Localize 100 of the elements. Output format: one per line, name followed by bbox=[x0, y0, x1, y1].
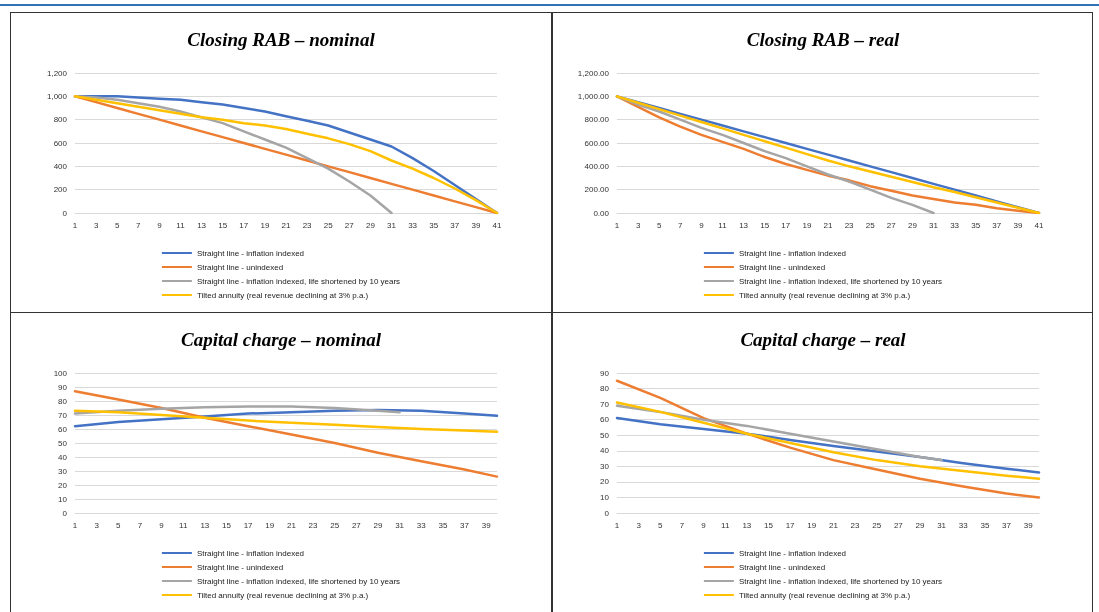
x-tick-label: 27 bbox=[886, 220, 896, 230]
line-series bbox=[615, 401, 1040, 481]
x-tick-label: 9 bbox=[159, 520, 165, 530]
line-series bbox=[73, 389, 499, 478]
x-tick-label: 11 bbox=[717, 220, 727, 230]
x-tick-label: 7 bbox=[137, 520, 143, 530]
x-tick-label: 17 bbox=[780, 220, 791, 230]
y-tick-label: 90 bbox=[599, 368, 610, 378]
x-tick-label: 3 bbox=[635, 220, 641, 230]
x-tick-label: 17 bbox=[243, 520, 254, 530]
x-tick-label: 23 bbox=[850, 520, 860, 530]
x-tick-label: 39 bbox=[471, 220, 481, 230]
x-tick-label: 1 bbox=[614, 520, 620, 530]
x-tick-label: 11 bbox=[720, 520, 730, 530]
legend-label: Straight line - unindexed bbox=[196, 262, 284, 272]
y-tick-label: 90 bbox=[58, 382, 68, 392]
x-tick-label: 33 bbox=[416, 520, 427, 530]
legend-label: Tilted annuity (real revenue declining at 3% p.a.) bbox=[196, 290, 369, 300]
x-tick-label: 21 bbox=[281, 220, 291, 230]
x-tick-label: 3 bbox=[635, 520, 641, 530]
y-tick-label: 10 bbox=[599, 492, 610, 502]
y-tick-label: 0 bbox=[62, 508, 68, 518]
x-tick-label: 7 bbox=[677, 220, 683, 230]
y-tick-label: 40 bbox=[599, 446, 610, 456]
legend-label: Tilted annuity (real revenue declining at 3% p.a.) bbox=[196, 590, 369, 600]
y-tick-label: 60 bbox=[599, 415, 610, 425]
x-tick-label: 41 bbox=[492, 220, 502, 230]
x-tick-label: 19 bbox=[260, 220, 270, 230]
y-tick-label: 200 bbox=[53, 185, 68, 195]
x-tick-label: 23 bbox=[308, 520, 319, 530]
y-tick-label: 0 bbox=[604, 508, 610, 518]
legend-label: Straight line - inflation indexed, life shortened by 10 years bbox=[738, 576, 942, 586]
x-tick-label: 5 bbox=[116, 520, 122, 530]
y-tick-label: 1,200 bbox=[46, 68, 68, 78]
x-tick-label: 29 bbox=[915, 520, 925, 530]
chart-title: Capital charge – nominal bbox=[180, 329, 382, 350]
x-tick-label: 1 bbox=[614, 220, 620, 230]
x-tick-label: 21 bbox=[286, 520, 297, 530]
x-tick-label: 33 bbox=[408, 220, 418, 230]
legend-label: Straight line - inflation indexed bbox=[738, 248, 846, 258]
x-tick-label: 7 bbox=[136, 220, 142, 230]
x-tick-label: 19 bbox=[801, 220, 812, 230]
x-tick-label: 39 bbox=[481, 520, 492, 530]
x-tick-label: 29 bbox=[907, 220, 917, 230]
y-tick-label: 800.00 bbox=[584, 115, 610, 125]
x-tick-label: 35 bbox=[970, 220, 981, 230]
x-tick-label: 41 bbox=[1034, 220, 1044, 230]
x-tick-label: 37 bbox=[450, 220, 460, 230]
y-tick-label: 70 bbox=[599, 399, 610, 409]
y-tick-label: 50 bbox=[599, 430, 610, 440]
x-tick-label: 29 bbox=[365, 220, 376, 230]
legend-label: Straight line - inflation indexed, life shortened by 10 years bbox=[738, 276, 942, 286]
legend-label: Straight line - inflation indexed, life shortened by 10 years bbox=[196, 576, 401, 586]
y-tick-label: 600.00 bbox=[584, 138, 610, 148]
legend-label: Straight line - inflation indexed bbox=[196, 248, 305, 258]
x-tick-label: 37 bbox=[460, 520, 470, 530]
x-tick-label: 25 bbox=[871, 520, 882, 530]
y-tick-label: 30 bbox=[599, 461, 610, 471]
x-tick-label: 5 bbox=[656, 220, 662, 230]
x-tick-label: 19 bbox=[265, 520, 275, 530]
x-tick-label: 1 bbox=[72, 220, 78, 230]
y-tick-label: 400 bbox=[53, 161, 68, 171]
x-tick-label: 39 bbox=[1012, 220, 1023, 230]
y-tick-label: 10 bbox=[58, 494, 68, 504]
x-tick-label: 35 bbox=[429, 220, 439, 230]
chart-title: Closing RAB – real bbox=[746, 29, 900, 50]
x-tick-label: 31 bbox=[387, 220, 397, 230]
x-tick-label: 5 bbox=[657, 520, 663, 530]
x-tick-label: 25 bbox=[865, 220, 875, 230]
x-tick-label: 33 bbox=[949, 220, 960, 230]
x-tick-label: 15 bbox=[759, 220, 770, 230]
y-tick-label: 0.00 bbox=[592, 208, 610, 218]
x-tick-label: 11 bbox=[179, 520, 188, 530]
y-tick-label: 20 bbox=[599, 477, 610, 487]
y-tick-label: 50 bbox=[58, 438, 68, 448]
x-tick-label: 15 bbox=[218, 220, 228, 230]
x-tick-label: 15 bbox=[222, 520, 232, 530]
x-tick-label: 37 bbox=[1001, 520, 1012, 530]
x-tick-label: 9 bbox=[700, 520, 706, 530]
line-series bbox=[615, 379, 1040, 499]
x-tick-label: 35 bbox=[979, 520, 990, 530]
y-tick-label: 80 bbox=[599, 384, 610, 394]
x-tick-label: 37 bbox=[991, 220, 1002, 230]
x-tick-label: 25 bbox=[330, 520, 340, 530]
x-tick-label: 13 bbox=[197, 220, 207, 230]
x-tick-label: 31 bbox=[936, 520, 947, 530]
y-tick-label: 1,000.00 bbox=[577, 91, 610, 101]
x-tick-label: 31 bbox=[928, 220, 938, 230]
y-tick-label: 40 bbox=[58, 452, 68, 462]
y-tick-label: 60 bbox=[58, 424, 68, 434]
x-tick-label: 5 bbox=[114, 220, 120, 230]
x-tick-label: 31 bbox=[395, 520, 405, 530]
y-tick-label: 200.00 bbox=[584, 185, 610, 195]
x-tick-label: 7 bbox=[679, 520, 685, 530]
x-tick-label: 1 bbox=[72, 520, 78, 530]
x-tick-label: 13 bbox=[741, 520, 752, 530]
y-tick-label: 100 bbox=[53, 368, 68, 378]
x-tick-label: 11 bbox=[176, 220, 186, 230]
legend-label: Straight line - unindexed bbox=[196, 562, 284, 572]
x-tick-label: 15 bbox=[763, 520, 773, 530]
